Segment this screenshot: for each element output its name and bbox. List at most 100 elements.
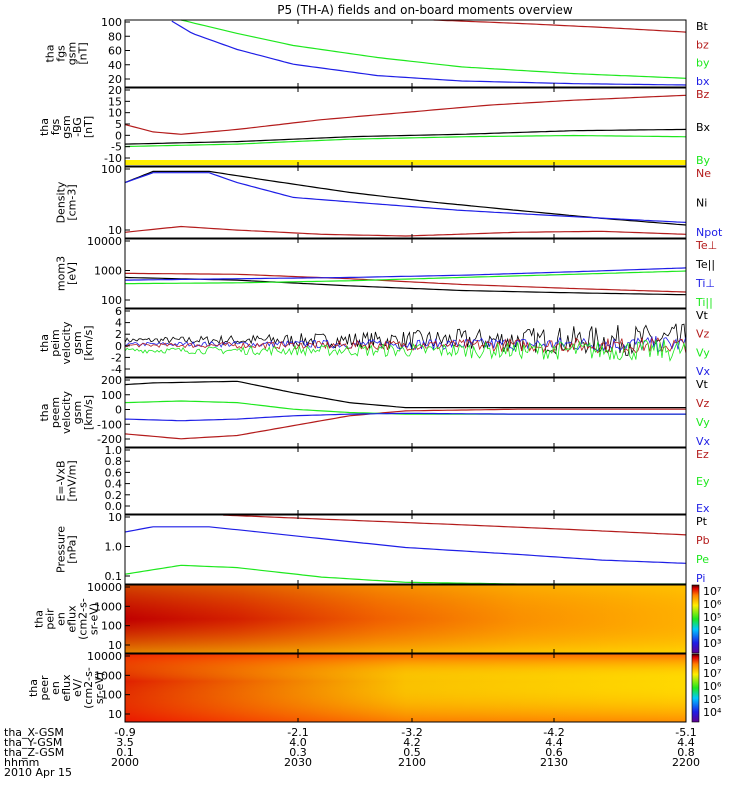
y-tick-label: 1.0 <box>105 444 123 457</box>
legend-entry: bx <box>696 75 710 88</box>
y-tick-label: 40 <box>108 59 122 72</box>
y-axis-label: fgs <box>49 118 62 135</box>
y-axis-label: gsm <box>66 42 79 65</box>
y-axis-label: velocity <box>60 321 73 364</box>
x-row-value: 0.1 <box>116 746 134 759</box>
panel-3: 10000 1000 100 mom3[eV] Te⊥ Te|| Ti⊥ Ti|| <box>55 235 718 309</box>
y-axis-label: (cm2-s- <box>77 598 90 640</box>
y-tick-label: 80 <box>108 30 122 43</box>
y-tick-label: 10 <box>108 639 122 652</box>
panel-6: 1.00.80.60.40.20.0 E=-VxB[mV/m] Ez Ey Ex <box>55 444 710 515</box>
x-row-value: -5.1 <box>675 726 696 739</box>
yellow-band <box>125 160 686 165</box>
y-tick-label: 200 <box>101 374 122 387</box>
panel-frame <box>124 87 687 167</box>
series-line-3 <box>125 270 687 285</box>
series-line-2 <box>124 225 687 237</box>
y-tick-label: -100 <box>97 418 122 431</box>
series-line-0 <box>124 94 687 135</box>
y-tick-label: -5 <box>111 141 122 154</box>
y-tick-label: 0 <box>115 129 122 142</box>
colorbar-tick-label: 10⁵ <box>703 611 721 624</box>
y-tick-label: 1000 <box>94 669 122 682</box>
panel-frame <box>124 653 687 723</box>
y-axis-label: tha <box>38 334 51 352</box>
plot-title: P5 (TH-A) fields and on-board moments ov… <box>277 3 573 17</box>
y-tick-label: 0.8 <box>105 455 123 468</box>
y-tick-label: 100 <box>101 389 122 402</box>
x-row-label: tha_X-GSM <box>4 726 64 739</box>
y-tick-label: 100 <box>101 16 122 29</box>
y-axis-label: peim <box>49 329 62 357</box>
x-row-value: 0.3 <box>289 746 307 759</box>
legend-entry: Bt <box>696 20 709 33</box>
y-axis-label: tha <box>33 610 46 628</box>
colorbar <box>691 653 700 723</box>
y-tick-label: 100 <box>101 689 122 702</box>
y-axis-label: -BG <box>71 117 84 136</box>
x-row-value: 2030 <box>284 756 312 769</box>
noisy-series-3 <box>124 339 687 362</box>
y-axis-label: tha <box>27 679 40 697</box>
legend-entry: Vy <box>696 346 710 359</box>
panel-2: 100 10 Density[cm-3] Ne Ni Npot <box>55 163 723 239</box>
legend-entry: Te⊥ <box>695 239 717 252</box>
series-line-0 <box>124 170 687 226</box>
y-tick-label: 0.4 <box>105 478 123 491</box>
legend-entry: by <box>696 57 710 70</box>
y-tick-label: 10 <box>108 511 122 524</box>
y-tick-label: 10 <box>108 708 122 721</box>
colorbar-tick-label: 10³ <box>703 637 721 650</box>
legend-entry: Pb <box>696 534 710 547</box>
y-axis-label: peem <box>49 397 62 428</box>
y-tick-label: 100 <box>101 294 122 307</box>
x-row-label: tha_Y-GSM <box>4 736 62 749</box>
series-line-2 <box>125 267 687 281</box>
heatmap-shade <box>125 654 686 722</box>
y-tick-label: 2 <box>115 328 122 341</box>
y-axis-label: en <box>49 681 62 695</box>
x-row-label: hhmm <box>4 756 39 769</box>
y-axis-label: [km/s] <box>82 395 95 430</box>
x-row-value: 3.5 <box>116 736 134 749</box>
x-row-value: 2000 <box>111 756 139 769</box>
panels: 10080604020thafgsgsm[nT]Btbzbybx20151050… <box>27 16 723 723</box>
y-tick-label: 0 <box>115 340 122 353</box>
noisy-series-0 <box>124 323 687 356</box>
y-axis-label: Pressure <box>55 526 68 573</box>
y-tick-label: 10 <box>108 107 122 120</box>
legend-entry: bz <box>696 38 709 51</box>
colorbar-tick-label: 10⁷ <box>703 667 721 680</box>
legend-entry: Te|| <box>695 258 715 271</box>
y-tick-label: 10000 <box>87 581 122 594</box>
series-line-1 <box>180 19 687 79</box>
y-axis-label: tha <box>38 118 51 136</box>
y-tick-label: 60 <box>108 45 122 58</box>
y-axis-label: peir <box>44 608 57 630</box>
y-axis-label: eV/ <box>71 679 84 697</box>
series-line-0 <box>125 272 687 293</box>
x-axis-labels: tha_X-GSM -0.9 -2.1 -3.2 -4.2 -5.1 tha_Y-GSM 3.… <box>4 726 700 769</box>
y-axis-label: fgs <box>55 45 68 62</box>
y-axis-label: [nPa] <box>66 535 79 563</box>
y-tick-label: 20 <box>108 73 122 86</box>
y-tick-label: 20 <box>108 84 122 97</box>
y-axis-label: tha <box>38 403 51 421</box>
x-row-value: -0.9 <box>114 726 135 739</box>
x-row-value: 0.8 <box>677 746 695 759</box>
y-axis-label: [cm-3] <box>66 184 79 220</box>
y-tick-label: 10 <box>108 224 122 237</box>
y-tick-label: -200 <box>97 433 122 446</box>
date-label: 2010 Apr 15 <box>4 766 72 779</box>
noisy-series-2 <box>124 337 687 354</box>
y-tick-label: 1.0 <box>105 541 123 554</box>
legend-entry: By <box>696 154 711 167</box>
legend-entry: Npot <box>696 226 723 239</box>
y-tick-label: 100 <box>101 620 122 633</box>
series-line-2 <box>171 20 687 86</box>
